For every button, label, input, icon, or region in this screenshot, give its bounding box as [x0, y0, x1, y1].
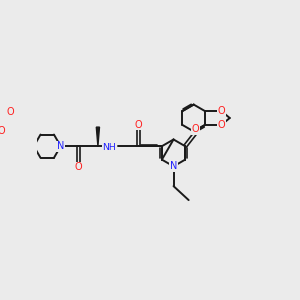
Text: O: O — [218, 106, 225, 116]
Text: N: N — [170, 161, 177, 171]
Text: O: O — [74, 162, 82, 172]
Text: NH: NH — [103, 142, 116, 152]
Polygon shape — [96, 127, 100, 146]
Text: O: O — [6, 107, 14, 117]
Text: O: O — [0, 126, 5, 136]
Text: O: O — [191, 124, 199, 134]
Text: O: O — [218, 120, 225, 130]
Text: O: O — [135, 120, 142, 130]
Text: N: N — [57, 141, 64, 151]
